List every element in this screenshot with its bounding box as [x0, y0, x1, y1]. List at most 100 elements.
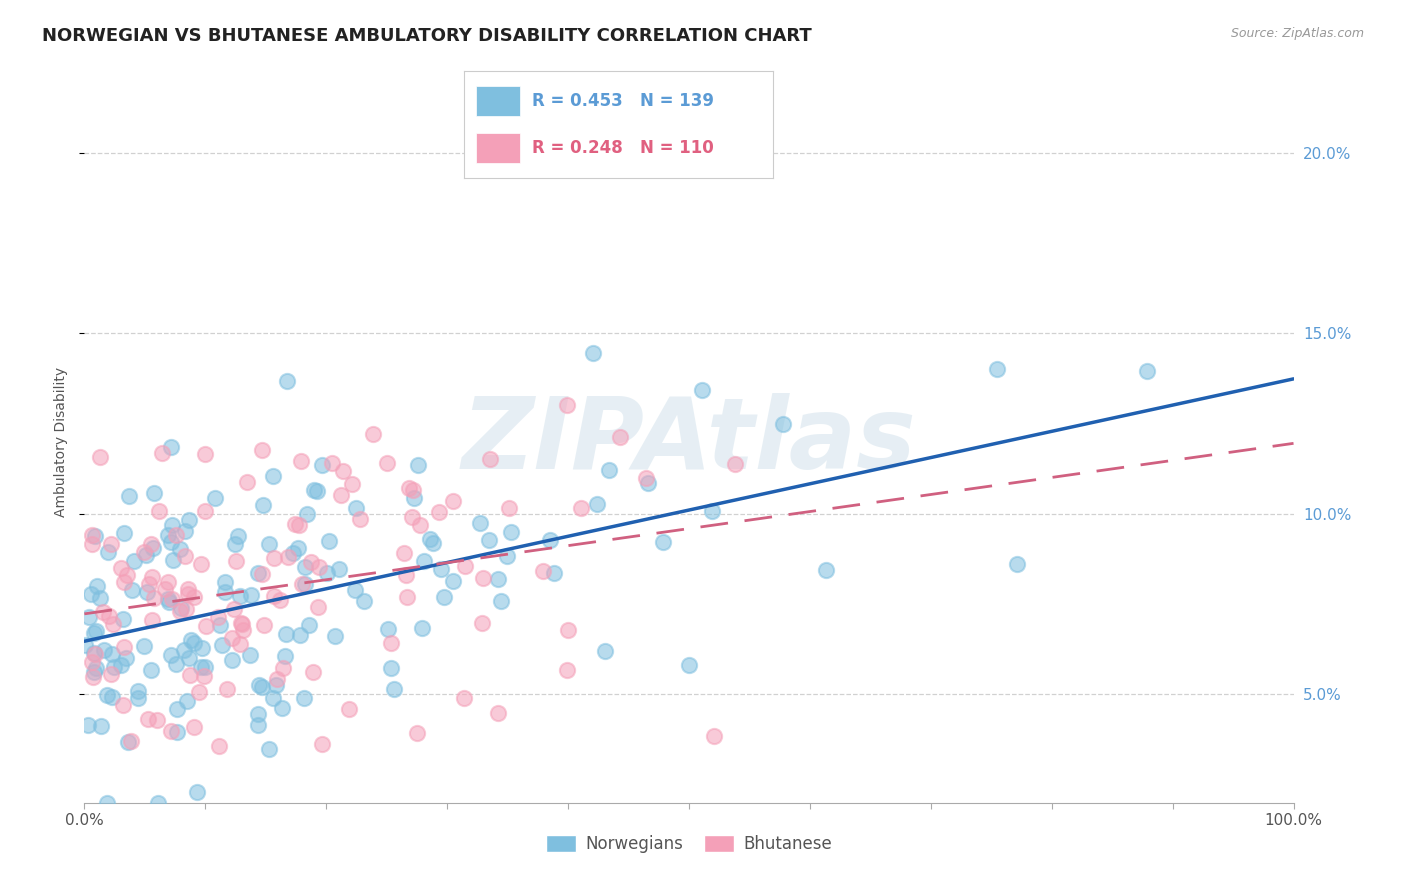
Point — [194, 447, 217, 461]
Point — [135, 548, 157, 562]
Point — [112, 574, 135, 589]
Point — [173, 643, 195, 657]
Point — [93, 643, 115, 657]
Point — [142, 541, 165, 556]
Legend: Norwegians, Bhutanese: Norwegians, Bhutanese — [538, 828, 839, 860]
Point — [307, 599, 329, 614]
Point — [143, 486, 166, 500]
Point — [1005, 557, 1028, 571]
Point — [323, 629, 346, 643]
Point — [409, 518, 432, 533]
Point — [273, 649, 295, 664]
Point — [454, 559, 477, 574]
Point — [496, 549, 519, 563]
Point — [247, 718, 270, 732]
Point — [557, 624, 579, 638]
Point — [190, 557, 212, 571]
Point — [264, 678, 287, 692]
Point — [287, 541, 309, 556]
Point — [209, 617, 232, 632]
Point — [139, 537, 162, 551]
Text: Source: ZipAtlas.com: Source: ZipAtlas.com — [1230, 27, 1364, 40]
Point — [609, 430, 631, 444]
Point — [225, 554, 247, 568]
Point — [582, 346, 605, 360]
Point — [288, 628, 311, 642]
Point — [135, 585, 157, 599]
Point — [401, 483, 423, 498]
Point — [127, 684, 149, 698]
Point — [284, 516, 307, 531]
Point — [100, 667, 122, 681]
Point — [121, 582, 143, 597]
Point — [132, 545, 155, 559]
Point — [294, 560, 316, 574]
Point — [118, 489, 141, 503]
Point — [183, 590, 205, 604]
Text: R = 0.453   N = 139: R = 0.453 N = 139 — [531, 93, 714, 111]
Point — [84, 529, 107, 543]
Text: NORWEGIAN VS BHUTANESE AMBULATORY DISABILITY CORRELATION CHART: NORWEGIAN VS BHUTANESE AMBULATORY DISABI… — [42, 27, 811, 45]
Point — [96, 688, 118, 702]
Point — [361, 426, 384, 441]
Point — [538, 533, 561, 547]
Point — [598, 463, 620, 477]
Point — [162, 591, 184, 606]
Point — [110, 560, 132, 574]
Point — [413, 554, 436, 568]
Point — [311, 737, 333, 751]
Point — [401, 510, 423, 524]
Point — [259, 537, 281, 551]
Point — [263, 589, 285, 603]
Text: R = 0.248   N = 110: R = 0.248 N = 110 — [531, 139, 714, 157]
Point — [433, 590, 456, 604]
Point — [441, 574, 464, 588]
FancyBboxPatch shape — [477, 87, 520, 116]
Point — [288, 517, 311, 532]
Point — [160, 517, 183, 532]
Point — [165, 528, 187, 542]
Point — [159, 534, 181, 549]
Point — [302, 483, 325, 497]
Point — [471, 615, 494, 630]
Point — [166, 725, 188, 739]
Text: ZIPAtlas: ZIPAtlas — [461, 393, 917, 490]
Point — [157, 595, 180, 609]
Point — [83, 646, 105, 660]
Point — [636, 471, 658, 485]
Point — [404, 491, 426, 506]
Point — [211, 638, 233, 652]
Point — [543, 566, 565, 580]
Point — [478, 452, 501, 467]
Point — [690, 383, 713, 397]
Point — [117, 735, 139, 749]
Point — [453, 691, 475, 706]
Point — [141, 663, 163, 677]
Point — [83, 665, 105, 680]
Point — [411, 621, 433, 635]
Point — [127, 691, 149, 706]
Point — [84, 661, 107, 675]
Point — [176, 694, 198, 708]
Point — [183, 720, 205, 734]
Point — [77, 718, 100, 732]
Point — [295, 508, 318, 522]
Point — [586, 497, 609, 511]
Point — [120, 734, 142, 748]
Point — [344, 500, 367, 515]
Point — [214, 584, 236, 599]
Point — [419, 533, 441, 547]
Point — [100, 690, 122, 705]
Point — [406, 725, 429, 739]
Point — [274, 627, 297, 641]
Point — [173, 524, 195, 539]
Point — [308, 559, 330, 574]
Point — [231, 615, 253, 630]
Point — [165, 657, 187, 671]
Point — [408, 458, 430, 473]
Point — [103, 659, 125, 673]
Point — [132, 639, 155, 653]
Point — [724, 457, 747, 471]
Point — [174, 549, 197, 563]
Point — [468, 516, 491, 530]
